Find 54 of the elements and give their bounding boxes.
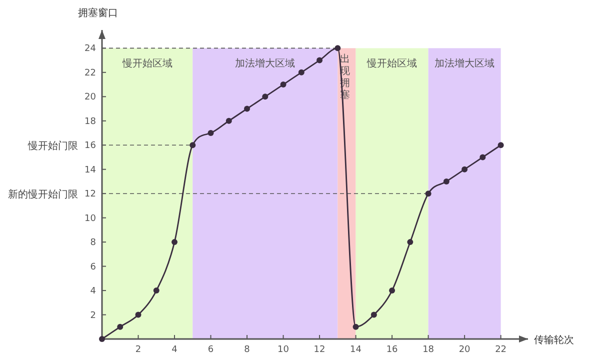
y-tick-label: 2 — [90, 310, 96, 321]
band-label: 加法增大区域 — [235, 57, 296, 70]
point — [334, 45, 341, 52]
point — [298, 69, 304, 76]
point — [153, 288, 160, 294]
x-tick-label: 8 — [244, 345, 250, 355]
x-tick-label: 16 — [386, 345, 398, 355]
point — [480, 154, 486, 160]
x-tick-label: 4 — [172, 345, 178, 355]
point — [316, 57, 323, 64]
point — [352, 324, 359, 330]
x-tick-label: 14 — [350, 345, 362, 355]
ref-line-label: 新的慢开始门限 — [8, 188, 78, 201]
point — [280, 82, 286, 88]
point — [99, 336, 105, 342]
y-axis-title: 拥塞窗口 — [78, 7, 118, 19]
point — [244, 106, 250, 112]
ref-line-label: 慢开始门限 — [27, 140, 78, 152]
point — [172, 239, 178, 246]
x-tick-label: 20 — [458, 345, 471, 355]
y-tick-label: 22 — [84, 68, 96, 78]
band-label: 慢开始区域 — [121, 57, 172, 70]
point — [117, 324, 124, 330]
x-axis-title: 传输轮次 — [534, 334, 574, 346]
point — [262, 94, 268, 100]
y-tick-label: 16 — [84, 141, 96, 152]
point — [389, 288, 396, 294]
x-tick-label: 6 — [208, 345, 214, 355]
y-tick-label: 14 — [84, 165, 96, 176]
point — [443, 178, 450, 184]
point — [498, 142, 504, 148]
point — [135, 312, 142, 318]
band-label: 慢开始区域 — [366, 57, 418, 70]
point — [462, 166, 468, 172]
y-tick-label: 4 — [90, 286, 96, 297]
y-tick-label: 12 — [84, 190, 96, 200]
y-tick-label: 6 — [90, 262, 96, 272]
point — [370, 312, 377, 318]
point — [407, 239, 414, 246]
y-tick-label: 18 — [84, 116, 96, 127]
point — [226, 118, 232, 124]
x-tick-label: 10 — [278, 345, 290, 355]
x-tick-label: 18 — [422, 345, 434, 355]
point — [190, 142, 196, 148]
y-tick-label: 24 — [84, 44, 96, 54]
band-label: 加法增大区域 — [434, 57, 495, 70]
y-tick-label: 8 — [90, 238, 96, 248]
x-tick-label: 12 — [314, 345, 326, 355]
y-tick-label: 20 — [84, 92, 96, 103]
x-tick-label: 2 — [135, 345, 142, 355]
point — [208, 130, 214, 136]
y-tick-label: 10 — [84, 214, 96, 224]
point — [425, 190, 432, 197]
x-tick-label: 22 — [495, 345, 507, 355]
